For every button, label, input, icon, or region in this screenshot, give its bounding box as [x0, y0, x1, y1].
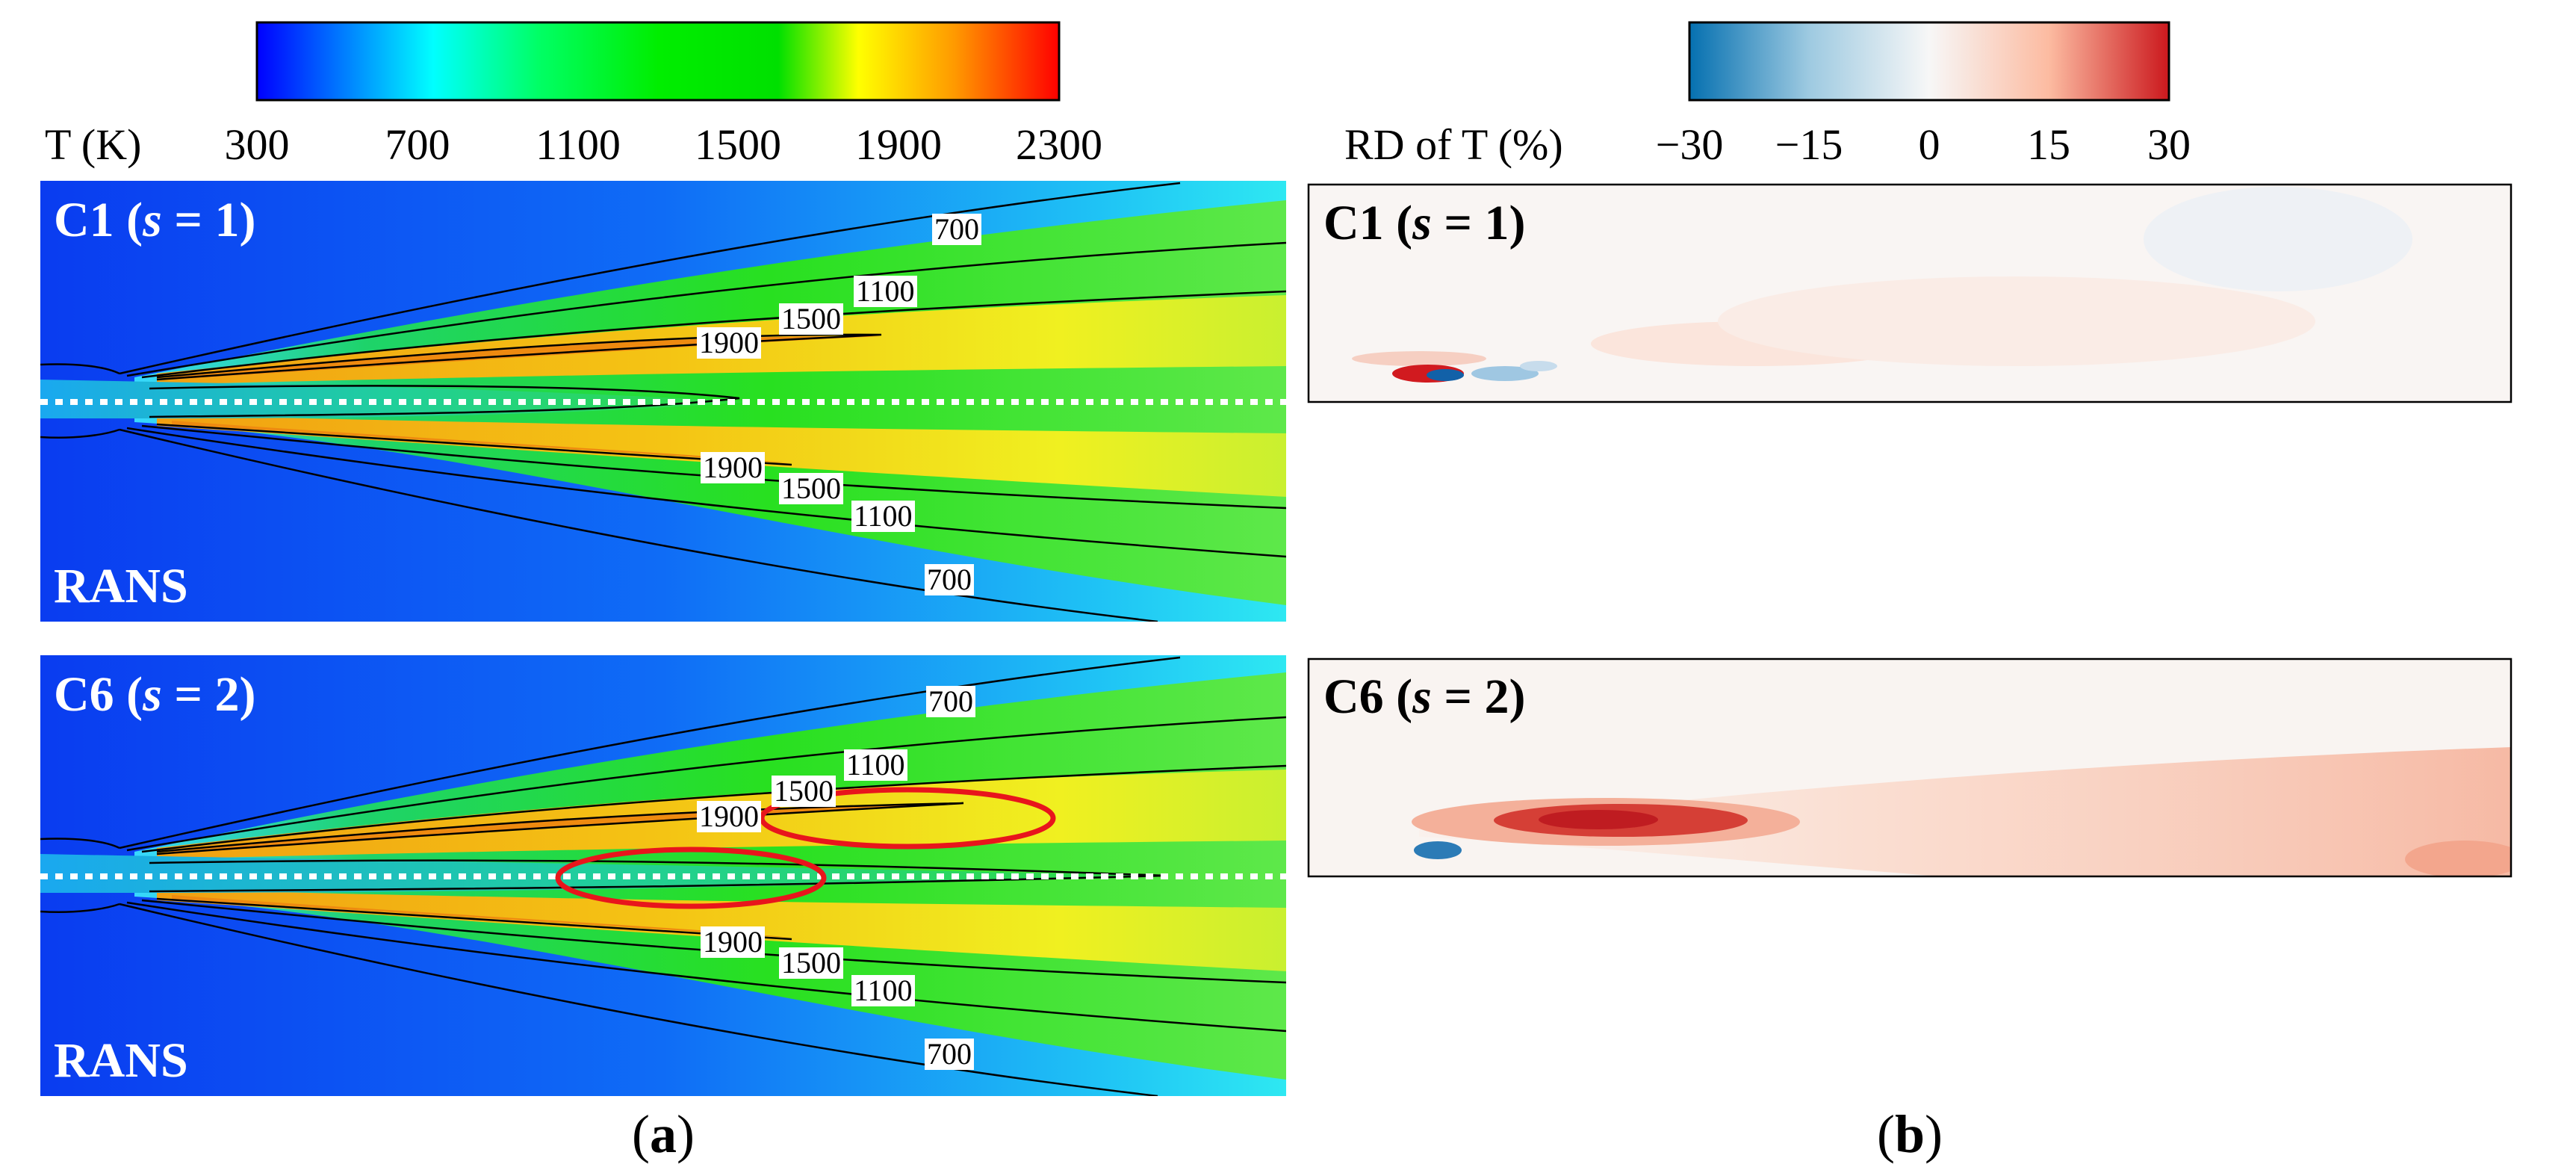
panel-a2-title: C6 (s = 2) — [54, 667, 256, 722]
panel-b1-field — [1307, 183, 2513, 403]
rd-colorbar — [1688, 21, 2170, 102]
contour-label: 1500 — [779, 303, 843, 335]
panel-a2-field — [40, 655, 1286, 1096]
temperature-colorbar-label: T (K) — [45, 120, 142, 169]
contour-label: 1900 — [701, 452, 765, 483]
contour-label: 1100 — [851, 975, 915, 1006]
contour-label: 1100 — [844, 749, 907, 781]
contour-label: 1900 — [697, 327, 761, 359]
contour-label: 700 — [926, 686, 975, 717]
temperature-tick: 2300 — [1016, 120, 1102, 169]
rd-tick: −15 — [1775, 120, 1843, 169]
rd-tick: −30 — [1655, 120, 1724, 169]
contour-label: 1900 — [701, 926, 765, 958]
temperature-tick: 700 — [385, 120, 450, 169]
contour-label: 1900 — [697, 801, 761, 832]
panel-b2-field — [1307, 657, 2513, 878]
rd-tick: 30 — [2147, 120, 2191, 169]
panel-a2-method: RANS — [54, 1033, 188, 1088]
contour-label: 700 — [925, 1039, 974, 1070]
contour-label: 1100 — [854, 276, 917, 307]
temperature-tick: 300 — [224, 120, 290, 169]
contour-label: 1500 — [772, 776, 836, 807]
rd-tick: 0 — [1918, 120, 1940, 169]
panel-b2-title: C6 (s = 2) — [1323, 669, 1526, 724]
rd-tick: 15 — [2027, 120, 2070, 169]
contour-label: 1500 — [779, 947, 843, 979]
panel-a1-title: C1 (s = 1) — [54, 193, 256, 247]
contour-label: 1100 — [851, 501, 915, 532]
panel-b1-title: C1 (s = 1) — [1323, 196, 1526, 250]
contour-label: 700 — [925, 564, 974, 595]
highlight-ellipse-lower — [555, 847, 827, 909]
contour-label: 1500 — [779, 473, 843, 504]
temperature-tick: 1900 — [855, 120, 942, 169]
highlight-ellipse-upper — [759, 787, 1056, 849]
temperature-tick: 1100 — [536, 120, 621, 169]
temperature-tick: 1500 — [695, 120, 781, 169]
panel-a1-method: RANS — [54, 559, 188, 613]
subfigure-label-a: (a) — [632, 1104, 695, 1164]
temperature-colorbar — [255, 21, 1061, 102]
subfigure-label-b: (b) — [1876, 1104, 1943, 1164]
contour-label: 700 — [932, 214, 981, 245]
rd-colorbar-label: RD of T (%) — [1344, 120, 1563, 169]
